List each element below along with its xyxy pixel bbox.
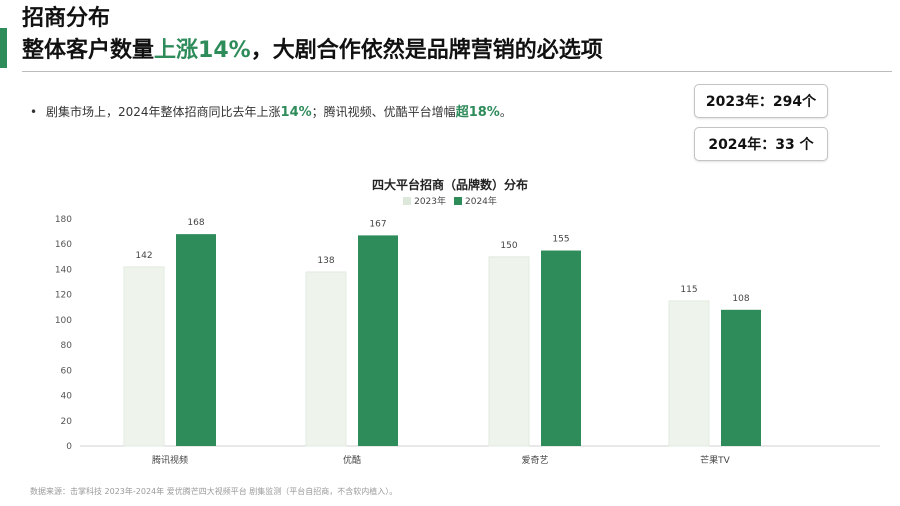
bar-2024 [721, 309, 761, 446]
bar-2024 [541, 250, 581, 446]
bar-2024 [358, 235, 398, 446]
bullet-text-3: 。 [499, 105, 512, 119]
bullet-text-2: ；腾讯视频、优酷平台增幅 [311, 105, 456, 119]
legend-item-2023: 2023年 [403, 194, 446, 207]
bar-value-label: 168 [187, 218, 204, 228]
bar-value-label: 138 [317, 256, 334, 266]
legend-label-2023: 2023年 [414, 197, 446, 207]
y-tick-label: 140 [55, 265, 72, 275]
legend-item-2024: 2024年 [454, 194, 497, 207]
subtitle-prefix: 整体客户数量 [22, 38, 155, 63]
chart-title: 四大平台招商（品牌数）分布 [371, 178, 528, 192]
header-divider [22, 71, 892, 72]
bar-2023 [123, 266, 165, 447]
page-subtitle: 整体客户数量上涨14%，大剧合作依然是品牌营销的必选项 [22, 36, 603, 66]
bar-2023 [488, 256, 530, 447]
x-category-label: 芒果TV [700, 454, 730, 466]
subtitle-suffix: ，大剧合作依然是品牌营销的必选项 [250, 38, 603, 63]
bullet-text-1: 剧集市场上，2024年整体招商同比去年上涨 [46, 105, 281, 119]
y-tick-label: 60 [61, 366, 73, 376]
bar-2023 [668, 300, 710, 447]
bullet-highlight-1: 14% [280, 105, 312, 120]
y-tick-label: 20 [61, 417, 73, 427]
bar-value-label: 142 [135, 251, 152, 261]
x-category-label: 爱奇艺 [521, 454, 548, 466]
x-category-label: 优酷 [343, 454, 361, 466]
bar-value-label: 108 [732, 294, 749, 304]
subtitle-highlight: 上涨14% [154, 38, 251, 63]
y-tick-label: 180 [55, 215, 72, 225]
y-tick-label: 0 [66, 442, 72, 452]
legend-swatch-2023 [403, 196, 412, 205]
y-tick-label: 100 [55, 316, 72, 326]
y-tick-label: 120 [55, 291, 72, 301]
bar-value-label: 115 [680, 285, 697, 295]
chart-legend: 2023年 2024年 [0, 194, 900, 207]
legend-label-2024: 2024年 [465, 197, 497, 207]
stat-box-2023: 2023年：294个 [694, 84, 828, 118]
y-tick-label: 80 [61, 341, 73, 351]
bar-value-label: 155 [552, 235, 569, 245]
bar-value-label: 167 [369, 219, 386, 229]
bar-2023 [305, 271, 347, 447]
stat-box-2024: 2024年：33 个 [694, 127, 828, 161]
bullet-dot: • [30, 105, 38, 119]
y-tick-label: 160 [55, 240, 72, 250]
x-category-label: 腾讯视频 [152, 454, 188, 466]
bar-value-label: 150 [500, 241, 517, 251]
legend-swatch-2024 [454, 196, 462, 205]
accent-bar [0, 28, 7, 68]
bar-2024 [176, 234, 216, 446]
bullet-highlight-2: 超18% [455, 105, 500, 120]
bullet-point: • 剧集市场上，2024年整体招商同比去年上涨14%；腾讯视频、优酷平台增幅超18… [30, 104, 512, 121]
y-tick-label: 40 [61, 392, 73, 402]
data-source-footnote: 数据来源：击掌科技 2023年-2024年 爱优腾芒四大视频平台 剧集监测（平台… [30, 487, 398, 496]
page-title: 招商分布 [22, 6, 111, 31]
